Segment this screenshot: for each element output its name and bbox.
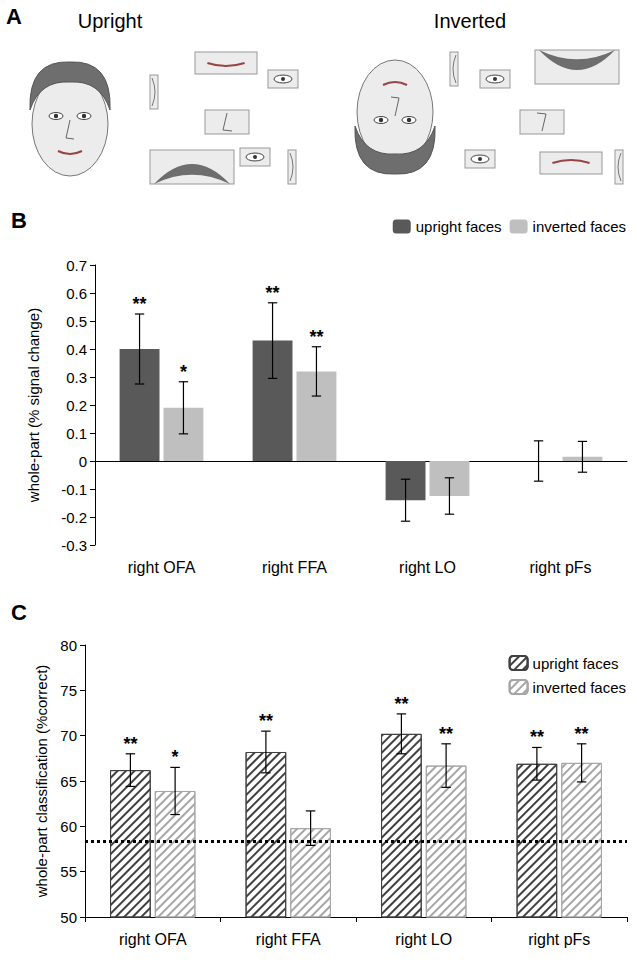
svg-text:60: 60 [60, 818, 77, 835]
svg-text:-0.2: -0.2 [61, 509, 87, 526]
svg-text:0.5: 0.5 [66, 313, 87, 330]
svg-text:C: C [11, 600, 27, 625]
svg-text:50: 50 [60, 909, 77, 926]
svg-text:whole-part classification (%co: whole-part classification (%correct) [33, 665, 50, 899]
svg-text:**: ** [439, 724, 453, 744]
svg-text:B: B [11, 208, 27, 233]
svg-text:0: 0 [79, 453, 87, 470]
svg-text:0.4: 0.4 [66, 341, 87, 358]
svg-text:Inverted: Inverted [434, 10, 506, 32]
svg-text:right FFA: right FFA [262, 559, 327, 576]
svg-text:upright faces: upright faces [533, 655, 619, 672]
svg-text:0.6: 0.6 [66, 285, 87, 302]
svg-text:right LO: right LO [395, 931, 452, 948]
svg-text:right LO: right LO [399, 559, 456, 576]
svg-text:0.3: 0.3 [66, 369, 87, 386]
svg-text:right pFs: right pFs [528, 931, 590, 948]
svg-text:0.1: 0.1 [66, 425, 87, 442]
svg-text:*: * [180, 362, 187, 382]
svg-text:A: A [6, 4, 22, 29]
svg-text:right OFA: right OFA [119, 931, 187, 948]
svg-text:**: ** [259, 711, 273, 731]
svg-text:**: ** [394, 694, 408, 714]
svg-text:**: ** [266, 283, 280, 303]
svg-text:80: 80 [60, 637, 77, 654]
svg-text:-0.1: -0.1 [61, 481, 87, 498]
svg-text:70: 70 [60, 727, 77, 744]
svg-text:upright faces: upright faces [416, 218, 502, 235]
svg-text:0.7: 0.7 [66, 257, 87, 274]
svg-text:inverted faces: inverted faces [533, 218, 626, 235]
svg-text:**: ** [309, 327, 323, 347]
svg-text:right pFs: right pFs [529, 559, 591, 576]
svg-text:inverted faces: inverted faces [533, 679, 626, 696]
svg-text:**: ** [575, 724, 589, 744]
svg-text:right OFA: right OFA [128, 559, 196, 576]
svg-text:Upright: Upright [78, 10, 143, 32]
svg-text:-0.3: -0.3 [61, 537, 87, 554]
svg-text:*: * [172, 747, 179, 767]
svg-text:whole-part (% signal change): whole-part (% signal change) [25, 308, 42, 503]
svg-text:75: 75 [60, 682, 77, 699]
svg-text:55: 55 [60, 863, 77, 880]
svg-text:**: ** [123, 734, 137, 754]
svg-text:**: ** [133, 294, 147, 314]
svg-text:**: ** [530, 727, 544, 747]
svg-text:65: 65 [60, 773, 77, 790]
svg-text:0.2: 0.2 [66, 397, 87, 414]
svg-text:right FFA: right FFA [256, 931, 321, 948]
